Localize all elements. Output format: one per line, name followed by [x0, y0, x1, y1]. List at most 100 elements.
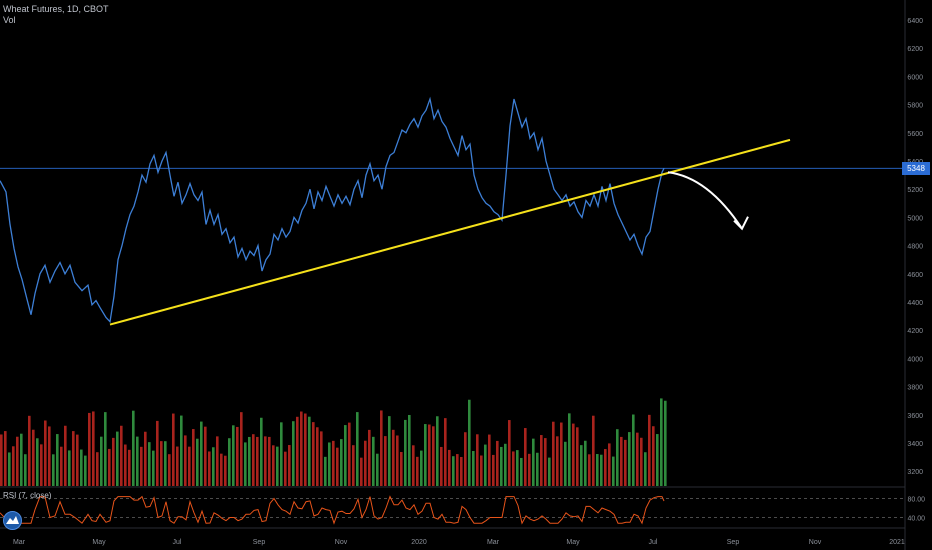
- time-tick-label: 2021: [889, 539, 905, 546]
- volume-bar: [288, 445, 291, 486]
- volume-bar: [96, 452, 99, 486]
- time-tick-label: Sep: [727, 539, 740, 546]
- volume-bar: [128, 449, 131, 486]
- volume-bar: [568, 413, 571, 486]
- volume-bar: [428, 424, 431, 486]
- projection-arrow-head: [733, 216, 749, 231]
- volume-bar: [656, 434, 659, 486]
- volume-bar: [12, 446, 15, 486]
- volume-bar: [192, 429, 195, 486]
- volume-bar: [44, 420, 47, 486]
- volume-bar: [132, 410, 135, 486]
- volume-bar: [0, 434, 3, 486]
- volume-bar: [304, 413, 307, 486]
- volume-bar: [492, 454, 495, 486]
- volume-bar: [420, 450, 423, 486]
- volume-bar: [556, 436, 559, 486]
- volume-bar: [372, 436, 375, 486]
- volume-bar: [204, 426, 207, 486]
- volume-bar: [408, 414, 411, 486]
- volume-bar: [156, 420, 159, 486]
- volume-bar: [584, 440, 587, 486]
- time-tick-label: Mar: [487, 539, 500, 546]
- volume-bar: [356, 412, 359, 486]
- support-trendline[interactable]: [109, 138, 791, 326]
- price-tick-label: 4600: [907, 272, 923, 279]
- rsi-pane: [0, 495, 905, 525]
- volume-bar: [480, 455, 483, 486]
- volume-bar: [520, 457, 523, 486]
- volume-bar: [624, 439, 627, 486]
- volume-bar: [84, 455, 87, 486]
- volume-bar: [384, 436, 387, 486]
- volume-bar: [100, 436, 103, 486]
- volume-bar: [360, 457, 363, 486]
- volume-bar: [652, 426, 655, 486]
- volume-bar: [528, 453, 531, 486]
- volume-bar: [48, 426, 51, 486]
- time-tick-label: Jul: [173, 539, 182, 546]
- volume-bar: [64, 425, 67, 486]
- volume-bar: [488, 434, 491, 486]
- volume-bar: [436, 416, 439, 486]
- price-tick-label: 3600: [907, 413, 923, 420]
- volume-bar: [172, 413, 175, 486]
- volume-bar: [620, 436, 623, 486]
- time-tick-label: Nov: [809, 539, 822, 546]
- volume-bar: [412, 445, 415, 486]
- volume-bar: [32, 429, 35, 486]
- volume-bar: [244, 442, 247, 486]
- volume-bar: [516, 450, 519, 486]
- volume-label: Vol: [3, 15, 16, 25]
- tradingview-logo-icon[interactable]: [3, 511, 22, 530]
- volume-bar: [220, 453, 223, 486]
- volume-bar: [292, 421, 295, 486]
- time-axis[interactable]: Mar May Jul Sep Nov 2020 Mar May Jul Sep Nov 2021: [13, 539, 905, 546]
- volume-bar: [24, 454, 27, 486]
- volume-bar: [456, 454, 459, 486]
- volume-bar: [36, 438, 39, 486]
- volume-bar: [296, 416, 299, 486]
- volume-bar: [40, 444, 43, 486]
- time-tick-label: 2020: [411, 539, 427, 546]
- volume-bar: [576, 427, 579, 486]
- volume-bar: [524, 428, 527, 486]
- price-tick-label: 4000: [907, 356, 923, 363]
- volume-bar: [8, 452, 11, 486]
- volume-bar: [628, 432, 631, 486]
- volume-bar: [72, 431, 75, 486]
- volume-bar: [572, 423, 575, 486]
- price-tick-label: 5000: [907, 215, 923, 222]
- volume-bar: [116, 431, 119, 486]
- volume-bar: [260, 417, 263, 486]
- volume-bar: [404, 419, 407, 486]
- volume-bars: [0, 398, 667, 486]
- volume-bar: [92, 411, 95, 486]
- price-tick-label: 4800: [907, 244, 923, 251]
- volume-bar: [596, 454, 599, 486]
- volume-bar: [472, 451, 475, 486]
- volume-bar: [540, 435, 543, 486]
- time-tick-label: Sep: [253, 539, 266, 546]
- volume-bar: [168, 454, 171, 486]
- volume-bar: [332, 440, 335, 486]
- volume-bar: [348, 422, 351, 486]
- volume-bar: [608, 443, 611, 486]
- volume-bar: [544, 438, 547, 486]
- volume-bar: [308, 416, 311, 486]
- volume-bar: [232, 425, 235, 486]
- volume-bar: [400, 451, 403, 486]
- price-axis[interactable]: 6400620060005800560054005200500048004600…: [907, 18, 923, 476]
- volume-bar: [548, 457, 551, 486]
- pane-separators: [0, 0, 906, 550]
- price-tick-label: 3200: [907, 469, 923, 476]
- volume-bar: [196, 438, 199, 486]
- volume-bar: [272, 445, 275, 486]
- projection-arrow[interactable]: [667, 171, 749, 231]
- volume-bar: [496, 440, 499, 486]
- volume-bar: [452, 456, 455, 486]
- price-tick-label: 6000: [907, 74, 923, 81]
- volume-bar: [440, 446, 443, 486]
- volume-bar: [88, 412, 91, 486]
